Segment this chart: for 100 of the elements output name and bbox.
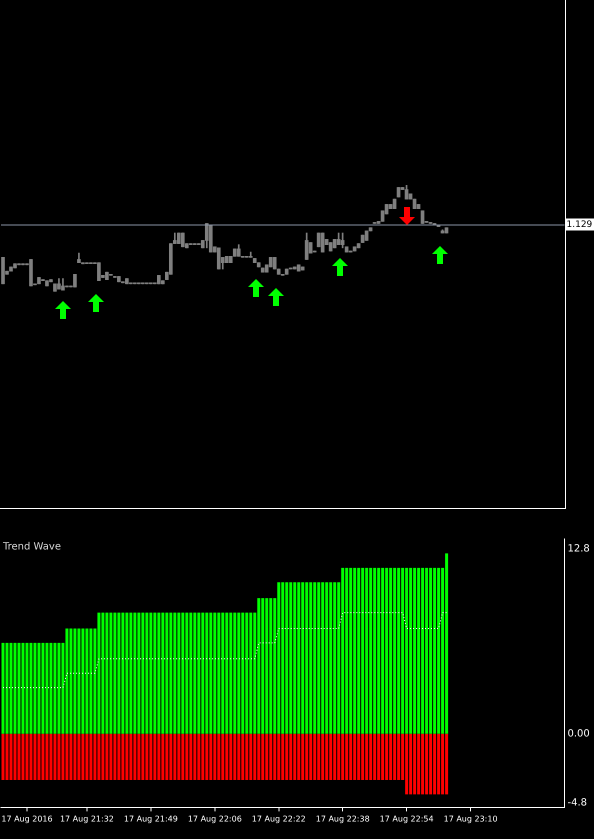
- bar: [141, 734, 144, 780]
- bar: [325, 734, 328, 780]
- bar: [277, 734, 280, 780]
- bar: [313, 734, 316, 780]
- bar: [29, 734, 32, 780]
- bar: [249, 612, 252, 734]
- bar: [437, 734, 440, 794]
- bar: [361, 568, 364, 734]
- bar: [321, 582, 324, 734]
- bar: [121, 612, 124, 734]
- x-tick-label: 17 Aug 22:22: [252, 814, 306, 824]
- bar: [173, 734, 176, 780]
- bar: [233, 734, 236, 780]
- bar: [269, 598, 272, 734]
- bar: [353, 568, 356, 734]
- bar: [13, 642, 16, 734]
- bar: [353, 734, 356, 780]
- bar: [41, 642, 44, 734]
- bar: [97, 734, 100, 780]
- bar: [221, 734, 224, 780]
- x-tick-label: 17 Aug 22:54: [380, 814, 434, 824]
- bar: [169, 612, 172, 734]
- bar: [17, 642, 20, 734]
- bar: [33, 642, 36, 734]
- bar: [425, 568, 428, 734]
- bar: [429, 568, 432, 734]
- bar: [77, 734, 80, 780]
- bar: [433, 568, 436, 734]
- bar: [189, 734, 192, 780]
- bar: [177, 612, 180, 734]
- bar: [269, 734, 272, 780]
- bar: [89, 628, 92, 734]
- bar: [225, 612, 228, 734]
- bar: [377, 568, 380, 734]
- bar: [421, 568, 424, 734]
- bar: [145, 612, 148, 734]
- text: 1.129: [566, 220, 593, 230]
- bar: [57, 734, 60, 780]
- bar: [77, 628, 80, 734]
- bar: [117, 734, 120, 780]
- bar: [357, 734, 360, 780]
- bar: [365, 568, 368, 734]
- bar: [21, 642, 24, 734]
- bar: [85, 734, 88, 780]
- bar: [409, 734, 412, 794]
- bar: [257, 734, 260, 780]
- bar: [281, 582, 284, 734]
- bar: [425, 734, 428, 794]
- bar: [237, 734, 240, 780]
- bar: [381, 734, 384, 780]
- bar: [389, 568, 392, 734]
- bar: [53, 642, 56, 734]
- bar: [101, 734, 104, 780]
- bar: [297, 582, 300, 734]
- bar: [41, 734, 44, 780]
- bar: [153, 734, 156, 780]
- bar: [285, 734, 288, 780]
- bar: [397, 734, 400, 780]
- bar: [25, 642, 28, 734]
- bar: [109, 612, 112, 734]
- bar: [89, 734, 92, 780]
- bar: [333, 734, 336, 780]
- bar: [93, 734, 96, 780]
- bar: [309, 582, 312, 734]
- bar: [85, 628, 88, 734]
- bar: [309, 734, 312, 780]
- chart-title: Trend Wave: [2, 542, 62, 553]
- bar: [157, 734, 160, 780]
- bar: [197, 734, 200, 780]
- bar: [209, 612, 212, 734]
- bar: [6, 734, 8, 780]
- bar: [385, 568, 388, 734]
- bar: [317, 734, 320, 780]
- bar: [33, 734, 36, 780]
- bar: [105, 612, 108, 734]
- bar: [289, 734, 292, 780]
- bar: [25, 734, 28, 780]
- bar: [389, 734, 392, 780]
- x-tick-label: 17 Aug 22:38: [316, 814, 370, 824]
- bar: [201, 734, 204, 780]
- x-tick-label: 17 Aug 2016: [1, 814, 53, 824]
- bar: [2, 642, 4, 734]
- bar: [2, 734, 4, 780]
- bar: [133, 734, 136, 780]
- bar: [121, 734, 124, 780]
- bar: [217, 734, 220, 780]
- bar: [329, 734, 332, 780]
- bar: [185, 612, 188, 734]
- bar: [333, 582, 336, 734]
- bar: [369, 568, 372, 734]
- y-tick-label: 12.8: [568, 544, 590, 555]
- bar: [221, 612, 224, 734]
- bar: [105, 734, 108, 780]
- bar: [173, 612, 176, 734]
- bar: [437, 568, 440, 734]
- bar: [429, 734, 432, 794]
- bar: [13, 734, 16, 780]
- bar: [69, 628, 72, 734]
- bar: [397, 568, 400, 734]
- bar: [337, 734, 340, 780]
